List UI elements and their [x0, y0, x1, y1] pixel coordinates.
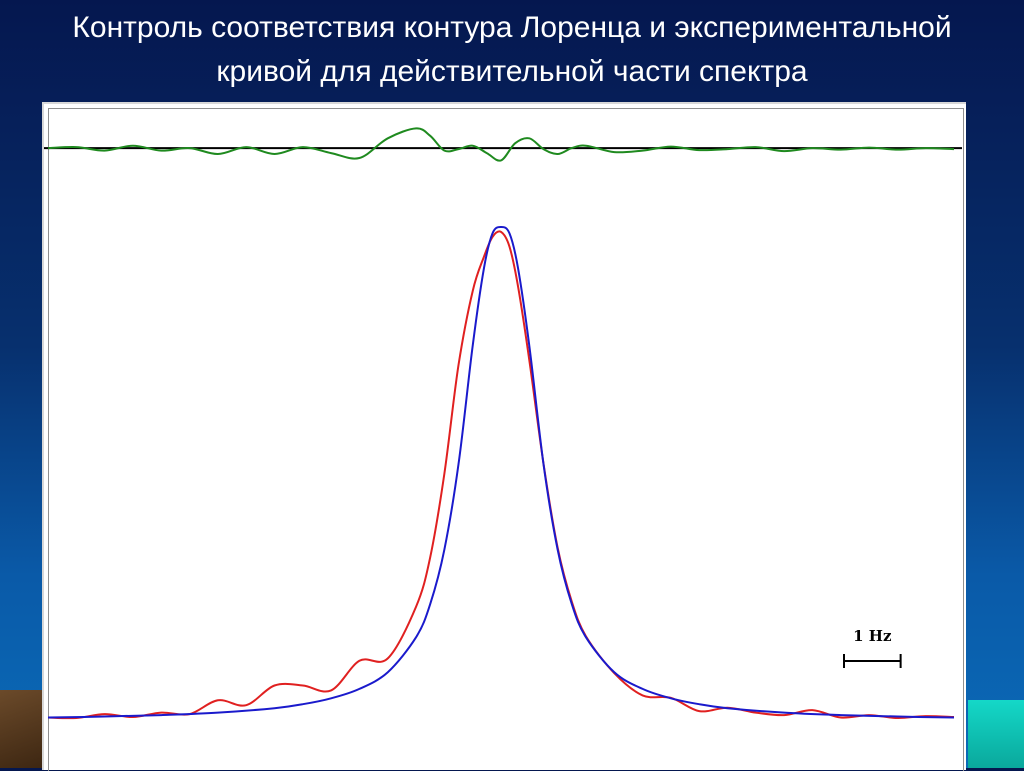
decor-right-corner: [968, 700, 1024, 768]
slide-title-line-1: Контроль соответствия контура Лоренца и …: [72, 11, 952, 44]
plot-frame: [48, 108, 964, 771]
residual-curve: [47, 127, 955, 162]
slide-title-line-2: кривой для действительной части спектра: [216, 55, 808, 88]
slide-title: Контроль соответствия контура Лоренца и …: [0, 6, 1024, 94]
scale-bar-label: 1 Hz: [853, 627, 892, 645]
spectrum-chart: 1 Hz: [44, 127, 962, 720]
plot-panel: 1 Hz: [42, 102, 966, 771]
experimental-curve: [47, 230, 955, 720]
scale-bar: 1 Hz: [843, 627, 902, 668]
lorentz-fit-curve: [47, 225, 955, 719]
